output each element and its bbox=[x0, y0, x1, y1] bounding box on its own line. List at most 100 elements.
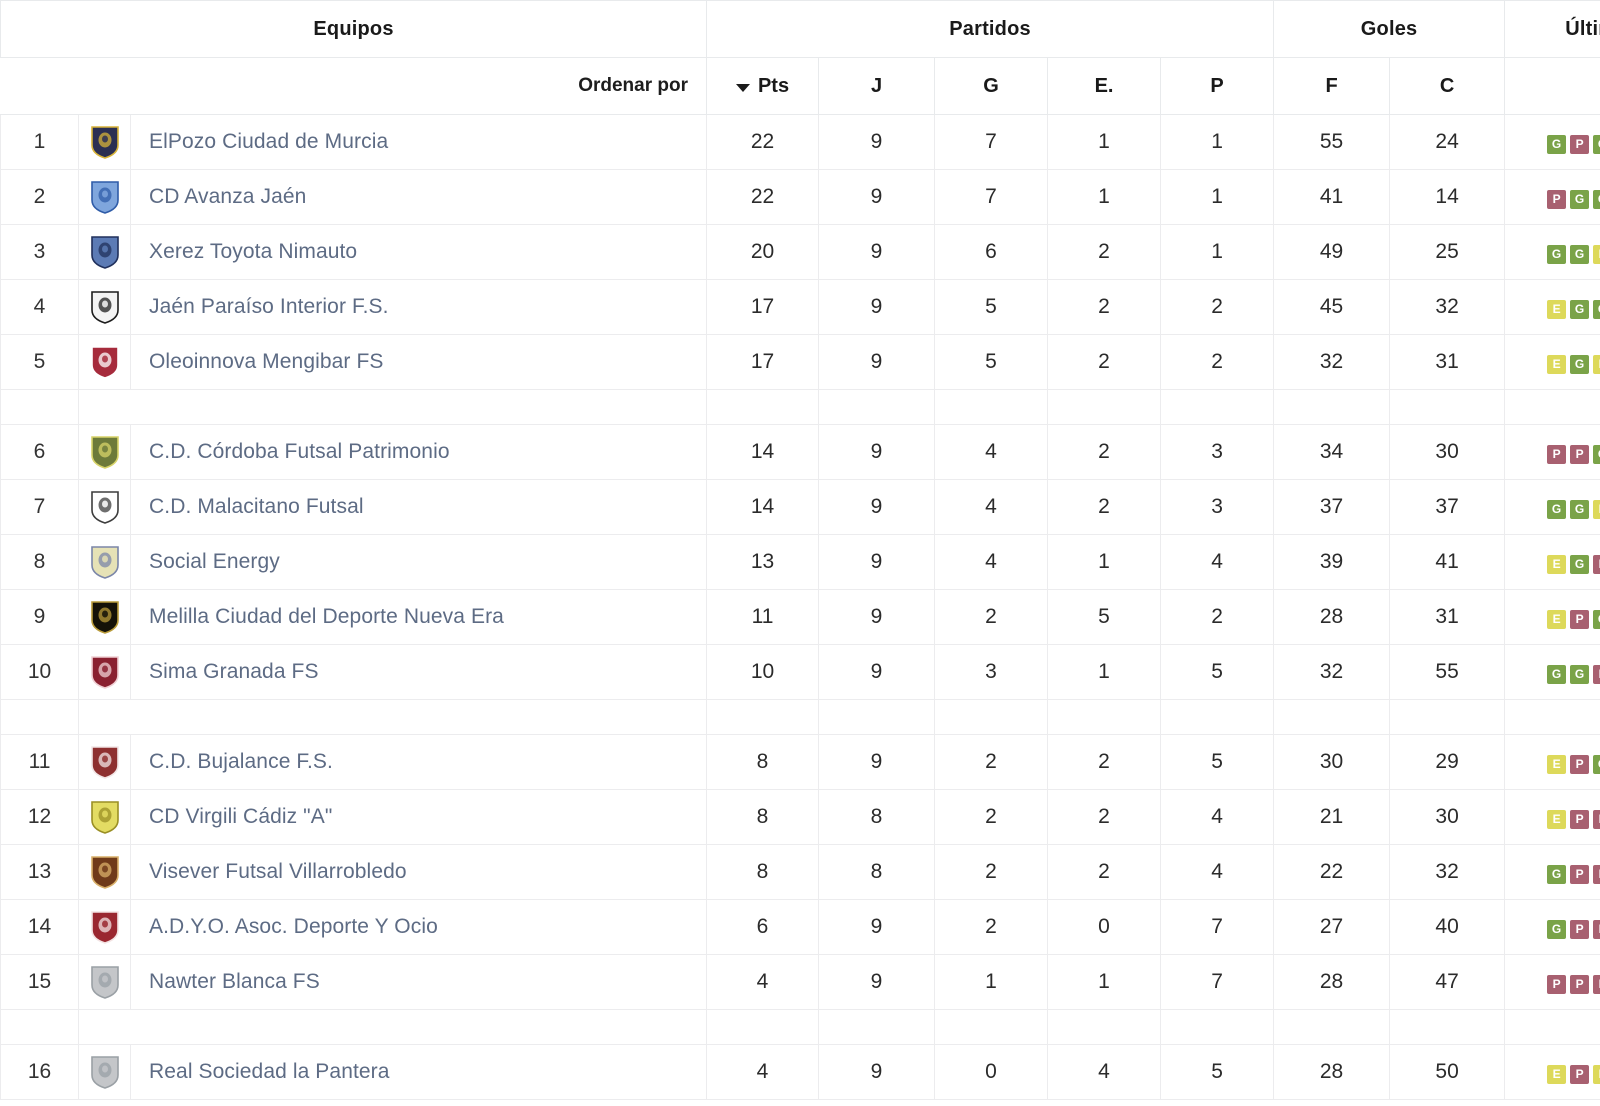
form-badge-p: P bbox=[1547, 445, 1567, 464]
row-j: 9 bbox=[818, 224, 936, 280]
team-link[interactable]: C.D. Córdoba Futsal Patrimonio bbox=[149, 440, 450, 463]
row-pts: 8 bbox=[706, 734, 820, 790]
form-strip: EPPPG bbox=[1547, 810, 1600, 829]
row-f: 21 bbox=[1273, 789, 1391, 845]
row-g: 3 bbox=[934, 644, 1049, 700]
row-pts: 10 bbox=[706, 644, 820, 700]
header-group-partidos: Partidos bbox=[706, 0, 1275, 58]
team-link[interactable]: Sima Granada FS bbox=[149, 660, 319, 683]
row-f: 34 bbox=[1273, 424, 1391, 480]
form-badge-p: P bbox=[1570, 1065, 1590, 1084]
column-header-g[interactable]: G bbox=[934, 57, 1049, 115]
crest-jaen bbox=[78, 279, 131, 335]
chevron-down-icon bbox=[735, 83, 750, 92]
separator-cell bbox=[1047, 1009, 1162, 1045]
crest-visever bbox=[78, 844, 131, 900]
team-link[interactable]: ElPozo Ciudad de Murcia bbox=[149, 130, 389, 153]
form-badge-e: E bbox=[1593, 245, 1600, 264]
row-e: 1 bbox=[1047, 534, 1162, 590]
row-g: 5 bbox=[934, 279, 1049, 335]
row-last-results: GGPEG bbox=[1504, 644, 1600, 700]
row-pts: 14 bbox=[706, 479, 820, 535]
form-badge-g: G bbox=[1547, 920, 1567, 939]
row-position: 4 bbox=[0, 279, 79, 335]
team-link[interactable]: Melilla Ciudad del Deporte Nueva Era bbox=[149, 605, 504, 628]
form-badge-g: G bbox=[1593, 300, 1600, 319]
header-group-goles: Goles bbox=[1273, 0, 1506, 58]
team-link[interactable]: C.D. Bujalance F.S. bbox=[149, 750, 333, 773]
team-link[interactable]: Social Energy bbox=[149, 550, 280, 573]
row-pts: 6 bbox=[706, 899, 820, 955]
row-position: 9 bbox=[0, 589, 79, 645]
row-f: 27 bbox=[1273, 899, 1391, 955]
column-header-p[interactable]: P bbox=[1160, 57, 1275, 115]
row-position: 16 bbox=[0, 1044, 79, 1100]
row-pts: 22 bbox=[706, 114, 820, 170]
team-link[interactable]: Oleoinnova Mengibar FS bbox=[149, 350, 384, 373]
row-pts: 13 bbox=[706, 534, 820, 590]
row-j: 9 bbox=[818, 734, 936, 790]
header-group-equipos: Equipos bbox=[0, 0, 708, 58]
row-p: 3 bbox=[1160, 424, 1275, 480]
row-team-cell: C.D. Malacitano Futsal bbox=[129, 479, 708, 535]
row-position: 11 bbox=[0, 734, 79, 790]
team-link[interactable]: Xerez Toyota Nimauto bbox=[149, 240, 358, 263]
header-group-row: Equipos Partidos Goles Últimos bbox=[0, 0, 1600, 58]
row-j: 9 bbox=[818, 479, 936, 535]
team-link[interactable]: A.D.Y.O. Asoc. Deporte Y Ocio bbox=[149, 915, 438, 938]
row-pts: 11 bbox=[706, 589, 820, 645]
team-link[interactable]: Jaén Paraíso Interior F.S. bbox=[149, 295, 389, 318]
row-position: 8 bbox=[0, 534, 79, 590]
row-g: 4 bbox=[934, 534, 1049, 590]
team-link[interactable]: Nawter Blanca FS bbox=[149, 970, 320, 993]
table-row: 11C.D. Bujalance F.S.892253029EPGPG bbox=[0, 734, 1600, 790]
row-e: 4 bbox=[1047, 1044, 1162, 1100]
column-header-e[interactable]: E. bbox=[1047, 57, 1162, 115]
form-strip: EPGEE bbox=[1547, 610, 1600, 629]
column-header-j[interactable]: J bbox=[818, 57, 936, 115]
separator-cell bbox=[1389, 699, 1506, 735]
team-link[interactable]: C.D. Malacitano Futsal bbox=[149, 495, 364, 518]
form-badge-g: G bbox=[1547, 135, 1567, 154]
form-badge-g: G bbox=[1593, 445, 1600, 464]
row-last-results: PGGGG bbox=[1504, 169, 1600, 225]
row-position: 12 bbox=[0, 789, 79, 845]
row-e: 0 bbox=[1047, 899, 1162, 955]
form-strip: EPEEP bbox=[1547, 1065, 1600, 1084]
row-g: 2 bbox=[934, 899, 1049, 955]
team-link[interactable]: Visever Futsal Villarrobledo bbox=[149, 860, 407, 883]
form-badge-g: G bbox=[1570, 665, 1590, 684]
column-header-pts[interactable]: Pts bbox=[706, 57, 820, 115]
row-pts: 22 bbox=[706, 169, 820, 225]
row-e: 1 bbox=[1047, 954, 1162, 1010]
row-j: 8 bbox=[818, 789, 936, 845]
row-g: 2 bbox=[934, 844, 1049, 900]
row-g: 0 bbox=[934, 1044, 1049, 1100]
group-separator-row bbox=[0, 699, 1600, 735]
column-header-ultimos bbox=[1504, 57, 1600, 115]
form-badge-p: P bbox=[1593, 555, 1600, 574]
row-c: 25 bbox=[1389, 224, 1506, 280]
team-link[interactable]: CD Avanza Jaén bbox=[149, 185, 307, 208]
team-link[interactable]: Real Sociedad la Pantera bbox=[149, 1060, 390, 1083]
row-j: 9 bbox=[818, 534, 936, 590]
row-last-results: EGEGP bbox=[1504, 334, 1600, 390]
form-badge-g: G bbox=[1593, 190, 1600, 209]
row-pts: 20 bbox=[706, 224, 820, 280]
row-team-cell: Xerez Toyota Nimauto bbox=[129, 224, 708, 280]
row-f: 45 bbox=[1273, 279, 1391, 335]
column-header-f[interactable]: F bbox=[1273, 57, 1391, 115]
row-last-results: GPGEG bbox=[1504, 114, 1600, 170]
row-j: 9 bbox=[818, 279, 936, 335]
form-badge-e: E bbox=[1547, 555, 1567, 574]
form-badge-e: E bbox=[1593, 1065, 1600, 1084]
row-last-results: GPPPG bbox=[1504, 844, 1600, 900]
table-row: 6 C.D. Córdoba Futsal Patrimonio 14 9 4 2 3 34 3… bbox=[0, 424, 1600, 480]
group-separator-row bbox=[0, 1009, 1600, 1045]
team-link[interactable]: CD Virgili Cádiz "A" bbox=[149, 805, 333, 828]
row-p: 1 bbox=[1160, 224, 1275, 280]
column-header-c[interactable]: C bbox=[1389, 57, 1506, 115]
separator-cell bbox=[1389, 389, 1506, 425]
row-e: 2 bbox=[1047, 844, 1162, 900]
